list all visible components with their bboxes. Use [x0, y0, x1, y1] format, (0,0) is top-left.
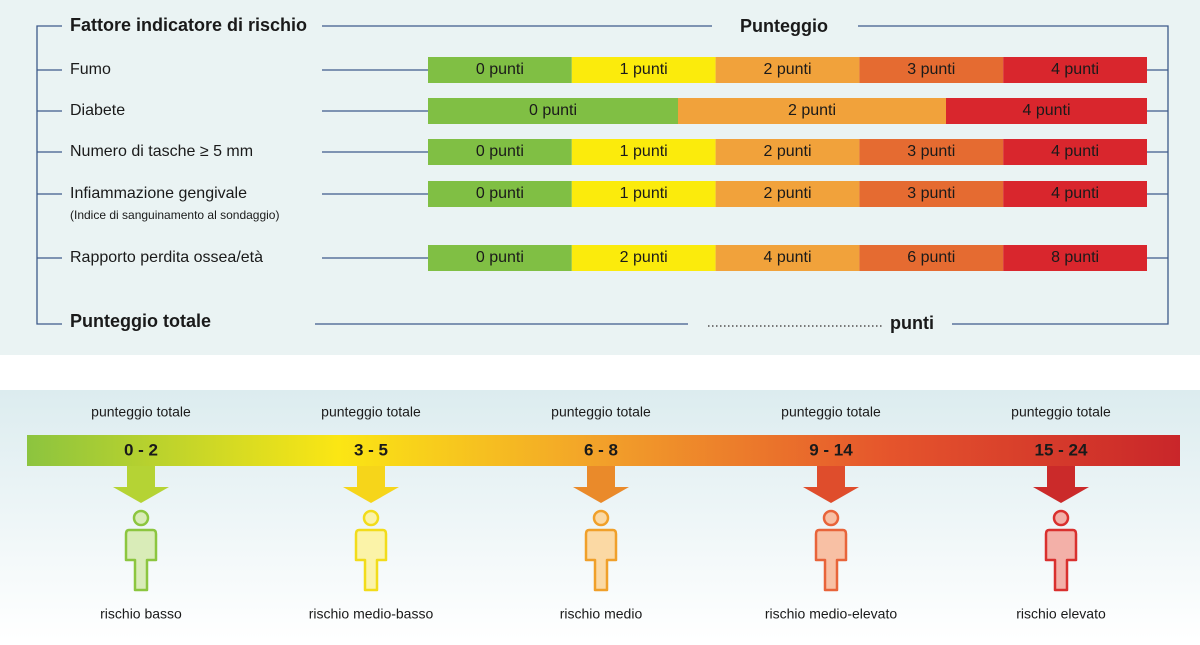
person-body: [584, 528, 618, 592]
score-cell: [571, 57, 716, 83]
arrow: [113, 466, 169, 503]
range-caption: punteggio totale: [91, 404, 191, 420]
score-cell: [859, 57, 1004, 83]
person-head: [822, 509, 840, 527]
score-label: 1 punti: [620, 61, 668, 78]
person-head: [132, 509, 150, 527]
score-cell: [715, 181, 860, 207]
score-cell: [859, 139, 1004, 165]
person-head: [592, 509, 610, 527]
row-label: Numero di tasche ≥ 5 mm: [70, 143, 253, 160]
score-label: 2 punti: [620, 249, 668, 266]
header-score: Punteggio: [740, 16, 828, 36]
score-label: 4 punti: [1022, 102, 1070, 119]
person-head: [1052, 509, 1070, 527]
row-label: Infiammazione gengivale: [70, 185, 247, 202]
range-caption: punteggio totale: [781, 404, 881, 420]
score-cell: [715, 245, 860, 271]
score-cell: [1003, 57, 1147, 83]
risk-gradient-bar: [27, 435, 1180, 466]
risk-label: rischio basso: [100, 606, 182, 622]
header-factor: Fattore indicatore di rischio: [70, 15, 307, 35]
score-label: 0 punti: [476, 185, 524, 202]
score-cell: [571, 245, 716, 271]
score-label: 4 punti: [1051, 185, 1099, 202]
score-label: 2 punti: [763, 61, 811, 78]
score-label: 6 punti: [907, 249, 955, 266]
range-value: 3 - 5: [354, 440, 388, 459]
score-cell: [571, 181, 716, 207]
arrow: [343, 466, 399, 503]
score-label: 2 punti: [763, 143, 811, 160]
person-body: [354, 528, 388, 592]
risk-label: rischio medio: [560, 606, 643, 622]
risk-scale: punteggio totale 0 - 2 rischio basso punteg…: [91, 404, 1111, 622]
score-label: 4 punti: [1051, 61, 1099, 78]
score-label: 4 punti: [763, 249, 811, 266]
score-cell: [1003, 181, 1147, 207]
score-cell: [1003, 139, 1147, 165]
person-body: [814, 528, 848, 592]
score-table: Fattore indicatore di rischio Punteggio …: [36, 15, 1169, 333]
risk-label: rischio elevato: [1016, 606, 1106, 622]
score-label: 0 punti: [476, 61, 524, 78]
score-cell: [715, 139, 860, 165]
score-cell: [428, 98, 678, 124]
range-value: 6 - 8: [584, 440, 618, 459]
arrow: [1033, 466, 1089, 503]
person-body: [124, 528, 158, 592]
range-caption: punteggio totale: [321, 404, 421, 420]
score-cell: [715, 57, 860, 83]
score-cell: [428, 57, 572, 83]
score-cell: [859, 245, 1004, 271]
row-label: Diabete: [70, 102, 125, 119]
row-label: Rapporto perdita ossea/età: [70, 249, 263, 266]
person-head: [362, 509, 380, 527]
range-value: 15 - 24: [1035, 440, 1088, 459]
score-cell: [859, 181, 1004, 207]
left-bracket: [36, 25, 62, 325]
range-caption: punteggio totale: [551, 404, 651, 420]
score-cell: [428, 139, 572, 165]
score-label: 3 punti: [907, 143, 955, 160]
score-label: 8 punti: [1051, 249, 1099, 266]
total-unit: punti: [890, 313, 934, 333]
score-label: 3 punti: [907, 61, 955, 78]
risk-label: rischio medio-basso: [309, 606, 434, 622]
total-label: Punteggio totale: [70, 311, 211, 331]
score-label: 3 punti: [907, 185, 955, 202]
score-label: 1 punti: [620, 143, 668, 160]
score-cell: [428, 181, 572, 207]
score-cell: [1003, 245, 1147, 271]
arrow: [573, 466, 629, 503]
range-value: 0 - 2: [124, 440, 158, 459]
right-bracket: [858, 25, 1169, 325]
person-body: [1044, 528, 1078, 592]
score-label: 0 punti: [476, 143, 524, 160]
range-value: 9 - 14: [809, 440, 853, 459]
score-cell: [428, 245, 572, 271]
score-cell: [678, 98, 946, 124]
score-cell: [571, 139, 716, 165]
score-label: 2 punti: [788, 102, 836, 119]
arrow: [803, 466, 859, 503]
score-label: 4 punti: [1051, 143, 1099, 160]
top-panel: [0, 0, 1200, 355]
score-cell: [946, 98, 1147, 124]
range-caption: punteggio totale: [1011, 404, 1111, 420]
score-label: 0 punti: [529, 102, 577, 119]
score-label: 2 punti: [763, 185, 811, 202]
row-sublabel: (Indice di sanguinamento al sondaggio): [70, 208, 279, 222]
row-label: Fumo: [70, 61, 111, 78]
score-label: 0 punti: [476, 249, 524, 266]
score-label: 1 punti: [620, 185, 668, 202]
risk-label: rischio medio-elevato: [765, 606, 897, 622]
